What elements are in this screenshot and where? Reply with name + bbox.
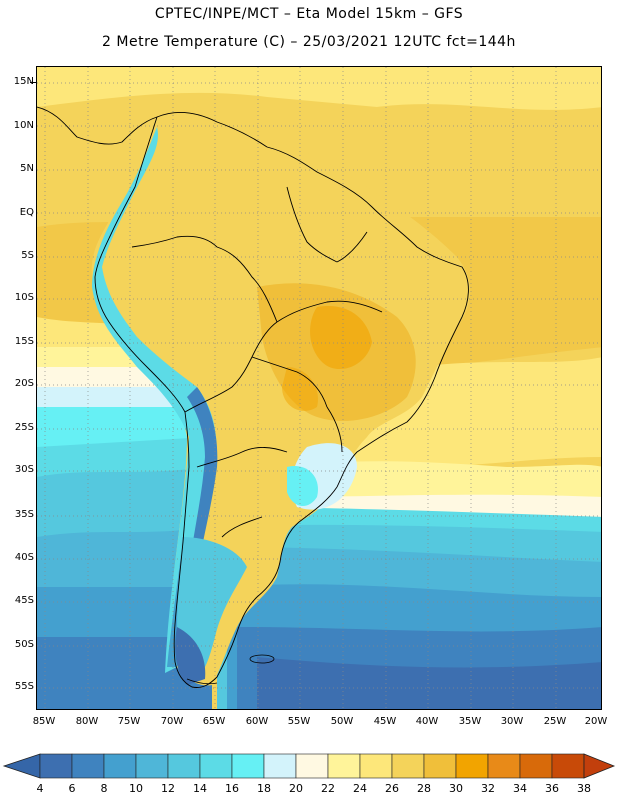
colorbar-cell xyxy=(455,753,489,779)
colorbar-cell xyxy=(359,753,393,779)
colorbar-cell xyxy=(327,753,361,779)
colorbar xyxy=(2,753,616,779)
colorbar-label: 14 xyxy=(193,782,207,795)
colorbar-cell xyxy=(423,753,457,779)
colorbar-label: 22 xyxy=(321,782,335,795)
lat-label-10n: 10N xyxy=(13,120,34,131)
lon-label-50w: 50W xyxy=(330,716,354,727)
lon-label-40w: 40W xyxy=(415,716,439,727)
lat-label-eq: EQ xyxy=(19,207,34,218)
lat-label-10s: 10S xyxy=(14,292,34,303)
colorbar-label: 38 xyxy=(577,782,591,795)
colorbar-cell xyxy=(551,753,585,779)
lon-label-55w: 55W xyxy=(287,716,311,727)
colorbar-cell xyxy=(71,753,105,779)
colorbar-label: 8 xyxy=(100,782,108,795)
colorbar-cell xyxy=(295,753,329,779)
colorbar-cell xyxy=(103,753,137,779)
colorbar-cell xyxy=(39,753,73,779)
temperature-field xyxy=(37,67,601,709)
colorbar-label: 24 xyxy=(353,782,367,795)
lon-label-80w: 80W xyxy=(75,716,99,727)
colorbar-label: 16 xyxy=(225,782,239,795)
lat-label-15s: 15S xyxy=(14,336,34,347)
colorbar-label: 10 xyxy=(129,782,143,795)
lon-label-30w: 30W xyxy=(500,716,524,727)
colorbar-label: 4 xyxy=(36,782,44,795)
lon-label-25w: 25W xyxy=(543,716,567,727)
lon-label-85w: 85W xyxy=(32,716,56,727)
lat-label-45s: 45S xyxy=(14,595,34,606)
colorbar-label: 12 xyxy=(161,782,175,795)
colorbar-label: 18 xyxy=(257,782,271,795)
colorbar-label: 20 xyxy=(289,782,303,795)
colorbar-label: 34 xyxy=(513,782,527,795)
lat-label-30s: 30S xyxy=(14,464,34,475)
lat-label-25s: 25S xyxy=(14,422,34,433)
lat-label-50s: 50S xyxy=(14,639,34,650)
colorbar-cell xyxy=(391,753,425,779)
lon-label-60w: 60W xyxy=(245,716,269,727)
lat-label-35s: 35S xyxy=(14,509,34,520)
colorbar-high-arrow xyxy=(583,753,616,779)
map-title: CPTEC/INPE/MCT – Eta Model 15km – GFS xyxy=(154,6,464,22)
lat-label-40s: 40S xyxy=(14,552,34,563)
lat-label-5n: 5N xyxy=(20,163,34,174)
colorbar-cell xyxy=(263,753,297,779)
colorbar-cell xyxy=(167,753,201,779)
lon-label-70w: 70W xyxy=(160,716,184,727)
colorbar-cell xyxy=(519,753,553,779)
colorbar-cell xyxy=(487,753,521,779)
tick xyxy=(30,82,36,83)
lat-label-15n: 15N xyxy=(13,76,34,87)
lon-label-45w: 45W xyxy=(373,716,397,727)
colorbar-cell xyxy=(135,753,169,779)
colorbar-cell xyxy=(231,753,265,779)
lon-label-65w: 65W xyxy=(202,716,226,727)
lat-label-20s: 20S xyxy=(14,378,34,389)
temperature-map xyxy=(36,66,602,710)
lat-label-5s: 5S xyxy=(21,250,34,261)
lon-label-75w: 75W xyxy=(117,716,141,727)
colorbar-label: 36 xyxy=(545,782,559,795)
colorbar-label: 26 xyxy=(385,782,399,795)
colorbar-label: 32 xyxy=(481,782,495,795)
colorbar-cell xyxy=(199,753,233,779)
lon-label-20w: 20W xyxy=(584,716,608,727)
lat-label-55s: 55S xyxy=(14,681,34,692)
map-subtitle: 2 Metre Temperature (C) – 25/03/2021 12U… xyxy=(102,34,516,50)
colorbar-label: 6 xyxy=(68,782,76,795)
colorbar-low-arrow xyxy=(2,753,41,779)
colorbar-label: 28 xyxy=(417,782,431,795)
lon-label-35w: 35W xyxy=(458,716,482,727)
colorbar-label: 30 xyxy=(449,782,463,795)
